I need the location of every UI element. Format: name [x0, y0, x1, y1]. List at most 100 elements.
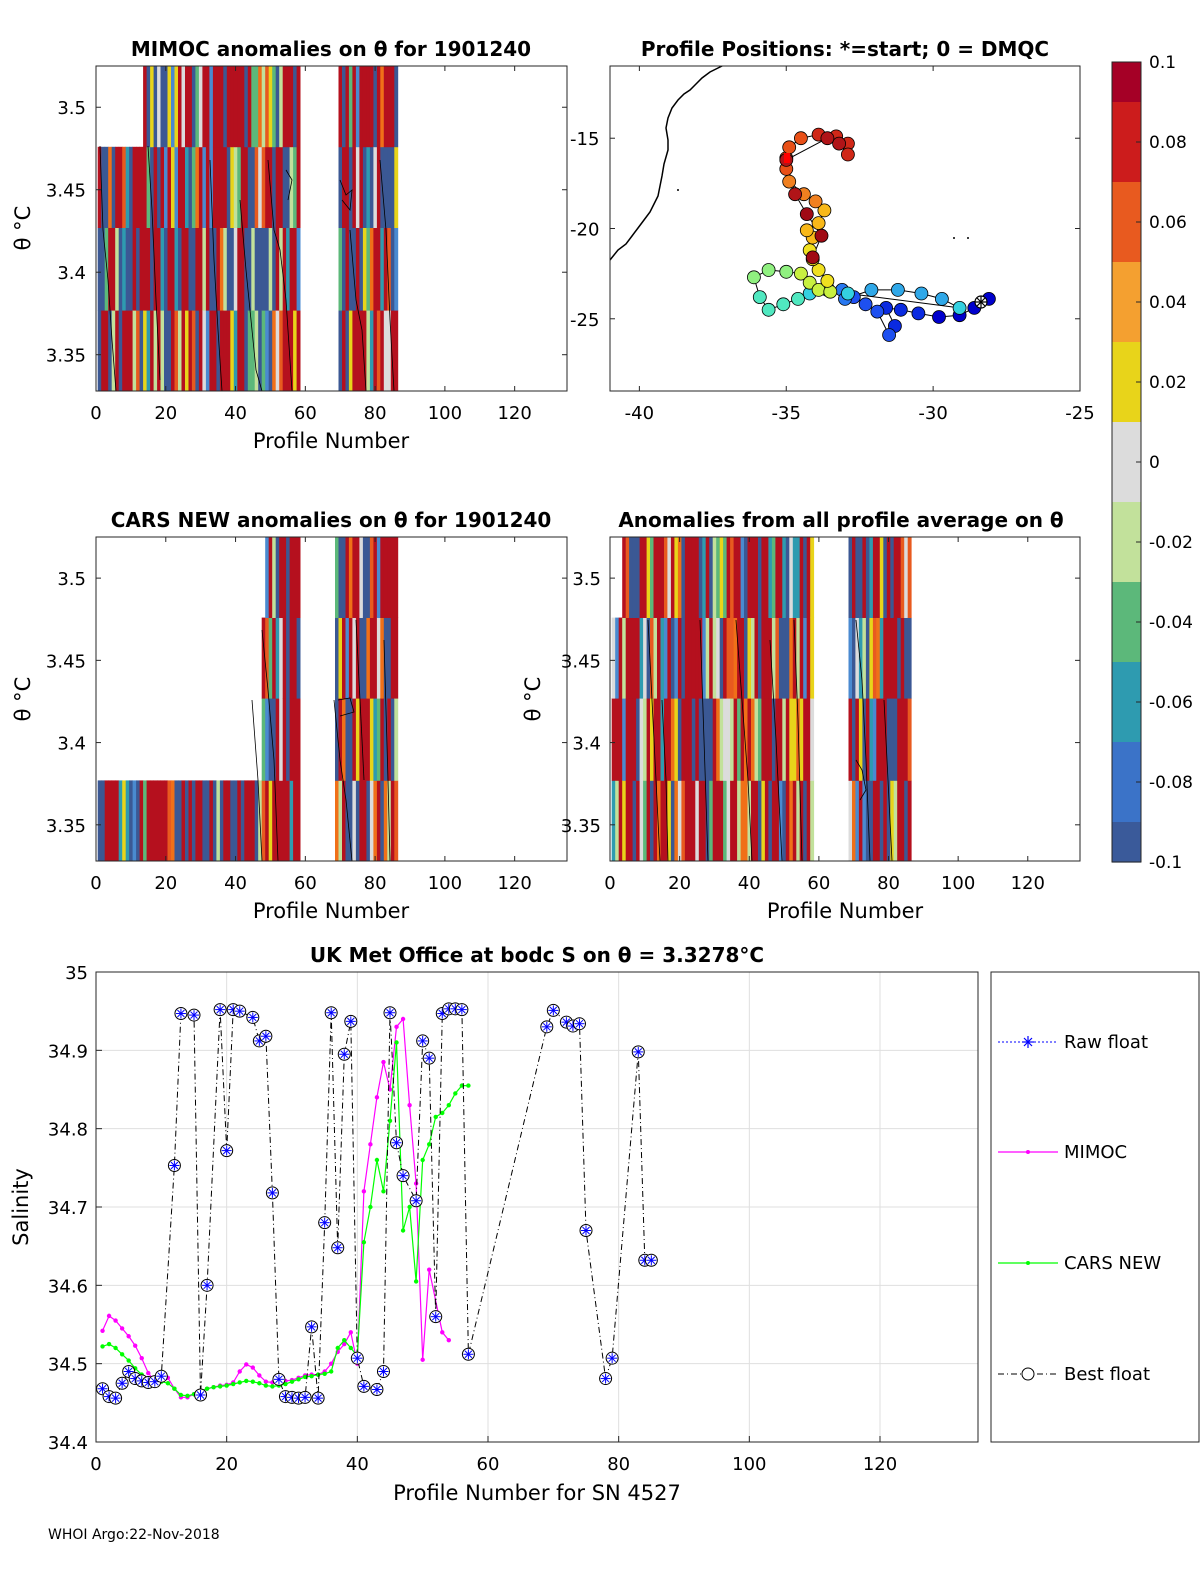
heatmap-cell — [667, 537, 672, 618]
heatmap-cell — [883, 780, 888, 861]
heatmap-cell — [282, 780, 287, 861]
heatmap-cell — [890, 617, 895, 699]
heatmap-cell — [139, 310, 144, 391]
heatmap-cell — [289, 537, 294, 618]
y-tick-label: -20 — [570, 220, 599, 241]
heatmap-cell — [716, 698, 721, 781]
best-float-marker — [409, 1194, 423, 1208]
heatmap-cell — [164, 780, 168, 861]
best-float-marker — [194, 1388, 208, 1402]
heatmap-cell — [289, 227, 294, 311]
best-float-marker — [579, 1224, 593, 1237]
heatmap-cell — [282, 66, 287, 148]
heatmap-cell — [611, 698, 616, 781]
heatmap-cell — [198, 227, 203, 311]
y-tick-label: 34.6 — [48, 1276, 88, 1297]
profile-position-marker — [776, 297, 791, 312]
heatmap-cell — [664, 698, 668, 781]
heatmap-cell — [879, 537, 884, 618]
colorbar-segment — [1112, 502, 1141, 523]
best-float-marker — [572, 1017, 586, 1031]
profile-position-marker — [914, 286, 929, 301]
heatmap-cell — [216, 66, 221, 148]
heatmap-cell — [219, 66, 224, 148]
colorbar-segment — [1112, 62, 1141, 83]
heatmap-cell — [202, 146, 207, 228]
heatmap-cell — [160, 227, 165, 311]
heatmap-cell — [657, 698, 661, 781]
heatmap-cell — [118, 146, 123, 228]
heatmap-cell — [705, 780, 710, 861]
heatmap-cell — [251, 780, 256, 861]
heatmap-cell — [289, 780, 294, 861]
heatmap-cell — [758, 780, 762, 861]
start-star — [974, 295, 988, 309]
mimoc-title: MIMOC anomalies on θ for 1901240 — [131, 37, 531, 61]
heatmap-cell — [198, 146, 203, 228]
positions-title: Profile Positions: *=start; 0 = DMQC — [641, 37, 1049, 61]
heatmap-cell — [293, 66, 297, 148]
best-float-marker — [324, 1006, 338, 1020]
heatmap-cell — [209, 227, 214, 311]
heatmap-cell — [643, 537, 647, 618]
heatmap-cell — [719, 698, 724, 781]
heatmap-cell — [362, 698, 367, 781]
colorbar-segment — [1112, 802, 1141, 823]
heatmap-cell — [376, 617, 381, 699]
heatmap-cell — [869, 698, 874, 781]
colorbar-segment — [1112, 662, 1141, 683]
series-point-cars-new — [119, 1352, 125, 1357]
heatmap-cell — [188, 310, 193, 391]
heatmap-cell — [744, 537, 748, 618]
avg-heatmap-cells — [611, 537, 912, 861]
colorbar-segment — [1112, 82, 1141, 103]
heatmap-cell — [390, 780, 395, 861]
heatmap-cell — [352, 66, 357, 148]
heatmap-cell — [286, 66, 290, 148]
heatmap-cell — [348, 310, 353, 391]
y-tick-label: 34.8 — [48, 1120, 88, 1141]
best-float-marker — [265, 1186, 279, 1200]
heatmap-cell — [265, 617, 270, 699]
heatmap-cell — [723, 780, 727, 861]
best-float-marker — [546, 1003, 560, 1017]
heatmap-cell — [639, 617, 644, 699]
heatmap-cell — [219, 310, 224, 391]
heatmap-cell — [296, 617, 301, 699]
heatmap-cell — [282, 698, 287, 781]
x-tick-label: 80 — [877, 873, 900, 894]
colorbar-segment — [1112, 362, 1141, 383]
heatmap-cell — [272, 780, 277, 861]
heatmap-cell — [335, 617, 339, 699]
heatmap-cell — [681, 780, 686, 861]
salinity-legend: Raw float MIMOC CARS NEW Best float — [990, 971, 1200, 1443]
heatmap-cell — [352, 227, 357, 311]
heatmap-cell — [792, 537, 797, 618]
footer-stamp: WHOI Argo:22-Nov-2018 — [48, 1527, 220, 1543]
heatmap-cell — [872, 537, 877, 618]
heatmap-cell — [782, 698, 787, 781]
heatmap-cell — [342, 146, 346, 228]
heatmap-cell — [643, 617, 647, 699]
heatmap-cell — [143, 227, 147, 311]
heatmap-cell — [394, 310, 399, 391]
heatmap-cell — [352, 617, 357, 699]
heatmap-cell — [723, 698, 727, 781]
heatmap-cell — [629, 698, 633, 781]
heatmap-cell — [618, 698, 623, 781]
heatmap-cell — [667, 617, 672, 699]
heatmap-cell — [803, 537, 808, 618]
series-point-mimoc — [119, 1326, 125, 1331]
heatmap-cell — [730, 780, 734, 861]
x-tick-label: 20 — [154, 403, 177, 424]
heatmap-cell — [125, 146, 130, 228]
heatmap-cell — [275, 537, 280, 618]
heatmap-cell — [369, 146, 374, 228]
heatmap-cell — [383, 146, 388, 228]
heatmap-cell — [348, 617, 353, 699]
heatmap-cell — [664, 617, 668, 699]
heatmap-cell — [782, 780, 787, 861]
y-tick-label: 3.4 — [57, 734, 86, 755]
y-tick-label: 35 — [65, 963, 88, 984]
heatmap-cell — [258, 227, 263, 311]
